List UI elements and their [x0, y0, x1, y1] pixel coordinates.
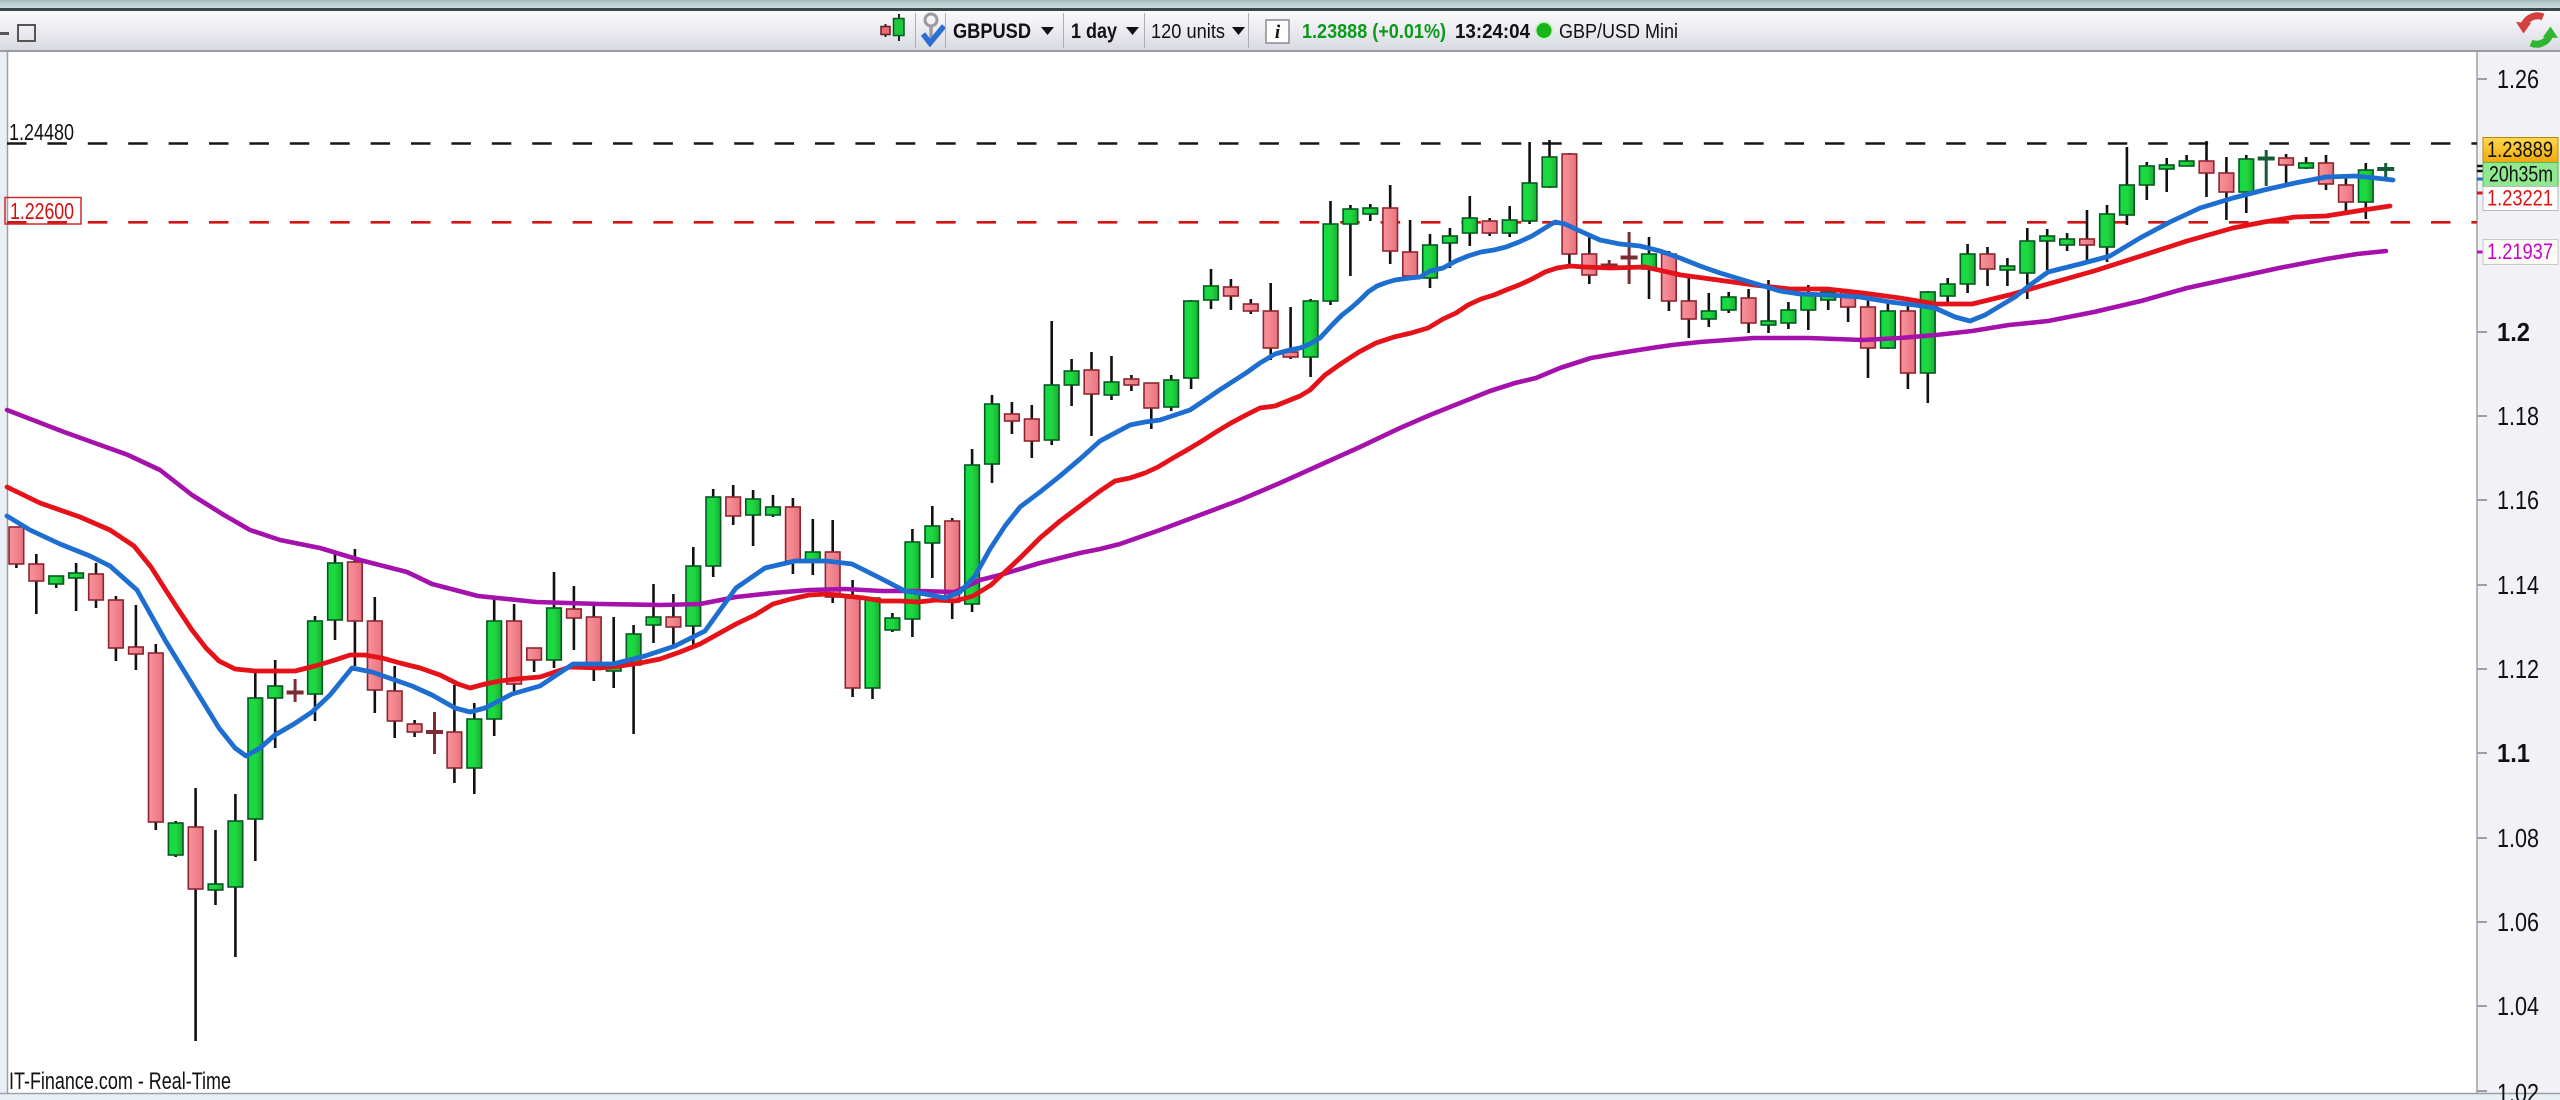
svg-text:1.26: 1.26 [2497, 64, 2539, 94]
svg-text:1.06: 1.06 [2497, 907, 2539, 937]
svg-text:1.24480: 1.24480 [9, 119, 74, 145]
svg-text:1.18: 1.18 [2497, 401, 2539, 431]
svg-text:1.21937: 1.21937 [2487, 239, 2553, 264]
svg-text:1.04: 1.04 [2497, 991, 2539, 1021]
svg-text:GBP/USD Mini: GBP/USD Mini [1559, 21, 1678, 43]
svg-text:1.16: 1.16 [2497, 485, 2539, 515]
svg-text:GBPUSD: GBPUSD [953, 20, 1031, 43]
svg-text:IT-Finance.com - Real-Time: IT-Finance.com - Real-Time [9, 1068, 231, 1095]
svg-text:1.23221: 1.23221 [2487, 186, 2553, 211]
svg-text:1.2: 1.2 [2497, 317, 2530, 347]
svg-text:1.22600: 1.22600 [10, 198, 74, 224]
svg-text:1.14: 1.14 [2497, 570, 2539, 600]
svg-text:1.23888 (+0.01%): 1.23888 (+0.01%) [1302, 21, 1446, 43]
svg-text:1.23889: 1.23889 [2487, 137, 2553, 162]
svg-text:120 units: 120 units [1151, 21, 1225, 43]
svg-text:1.1: 1.1 [2497, 738, 2530, 768]
svg-text:13:24:04: 13:24:04 [1455, 21, 1531, 43]
svg-text:i: i [1275, 22, 1281, 43]
svg-text:1.12: 1.12 [2497, 654, 2539, 684]
svg-text:1.02: 1.02 [2497, 1078, 2539, 1100]
svg-text:1.08: 1.08 [2497, 823, 2539, 853]
svg-text:1 day: 1 day [1071, 20, 1117, 43]
svg-text:20h35m: 20h35m [2489, 162, 2553, 187]
